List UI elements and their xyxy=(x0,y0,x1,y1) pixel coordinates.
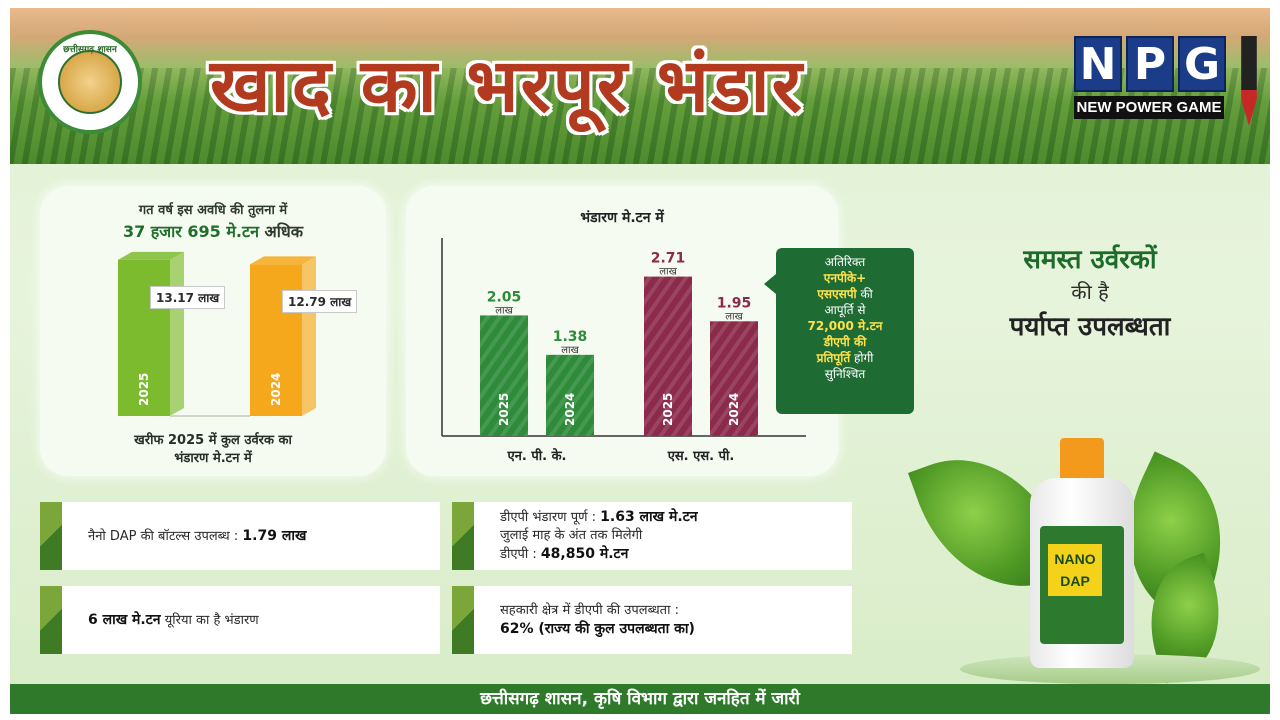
footer-banner: छत्तीसगढ़ शासन, कृषि विभाग द्वारा जनहित … xyxy=(10,684,1270,714)
info-label: डीएपी : xyxy=(500,547,537,562)
callout-line: डीएपी की xyxy=(823,335,867,349)
info-value: 62% (राज्य की कुल उपलब्धता का) xyxy=(500,620,695,637)
comparison-line: गत वर्ष इस अवधि की तुलना में xyxy=(138,203,288,218)
comparison-value-line: 37 हजार 695 मे.टन अधिक xyxy=(40,220,386,242)
bar-year-label: 2025 xyxy=(661,393,675,426)
info-value: 1.79 लाख xyxy=(242,527,307,544)
caption-line: खरीफ 2025 में कुल उर्वरक का xyxy=(134,433,292,448)
npg-letter: G xyxy=(1178,36,1226,92)
bar-side xyxy=(302,256,316,416)
header-banner: छत्तीसगढ़ शासन खाद का भरपूर भंडार N P G … xyxy=(10,8,1270,164)
leaf-strip-icon xyxy=(40,502,62,570)
info-box-nano-dap: नैनो DAP की बॉटल्स उपलब्ध : 1.79 लाख xyxy=(40,502,440,570)
government-emblem: छत्तीसगढ़ शासन xyxy=(38,30,142,134)
info-label: यूरिया का है भंडारण xyxy=(164,612,259,628)
bottle-cap xyxy=(1060,438,1104,482)
leaf-strip-icon xyxy=(40,586,62,654)
info-value: 6 लाख मे.टन xyxy=(88,611,161,628)
pen-nib-icon xyxy=(1241,36,1257,126)
bar-value-label: 13.17 लाख xyxy=(150,285,226,309)
info-text: 6 लाख मे.टन यूरिया का है भंडारण xyxy=(88,611,259,630)
info-box-urea: 6 लाख मे.टन यूरिया का है भंडारण xyxy=(40,586,440,654)
bar-value-label: 1.38 xyxy=(553,329,588,345)
storage-chart-title: भंडारण मे.टन में xyxy=(580,210,664,226)
comparison-suffix: अधिक xyxy=(264,222,304,241)
bar-value-label: 2.71 xyxy=(651,251,686,267)
npg-letter: N xyxy=(1074,36,1122,92)
info-box-cooperative: सहकारी क्षेत्र में डीएपी की उपलब्धता : 6… xyxy=(452,586,852,654)
bar xyxy=(644,276,692,436)
bar-year-label: 2024 xyxy=(563,393,577,426)
callout-line: सुनिश्चित xyxy=(824,367,866,381)
callout-text: की xyxy=(860,287,873,301)
availability-heading: समस्त उर्वरकों की है पर्याप्त उपलब्धता xyxy=(930,240,1250,343)
bar-value-label: 2.05 xyxy=(487,289,522,305)
info-text: नैनो DAP की बॉटल्स उपलब्ध : 1.79 लाख xyxy=(88,527,306,546)
info-label: जुलाई माह के अंत तक मिलेगी xyxy=(500,528,643,543)
callout-text: होगी xyxy=(854,351,874,365)
bar-side xyxy=(170,251,184,416)
callout-line: आपूर्ति से xyxy=(824,303,866,317)
info-label: सहकारी क्षेत्र में डीएपी की उपलब्धता : xyxy=(500,602,679,618)
info-text: डीएपी भंडारण पूर्ण : 1.63 लाख मे.टन जुला… xyxy=(500,508,698,564)
bottle-icon: NANO DAP xyxy=(1030,438,1134,668)
callout-line: अतिरिक्त xyxy=(824,255,866,269)
bar xyxy=(710,321,758,436)
info-value: 1.63 लाख मे.टन xyxy=(600,509,698,525)
product-label: NANO DAP xyxy=(1048,544,1102,596)
heading-line: पर्याप्त उपलब्धता xyxy=(1009,312,1171,342)
bar-year-label: 2025 xyxy=(497,393,511,426)
bar-value-label: 12.79 लाख xyxy=(282,290,358,314)
info-label: डीएपी भंडारण पूर्ण : xyxy=(500,510,596,525)
callout-line: एनपीके+ xyxy=(823,271,867,285)
bar-top xyxy=(250,256,316,265)
emblem-seal-icon xyxy=(58,50,122,114)
bar-unit-label: लाख xyxy=(495,305,513,316)
npg-letter: P xyxy=(1126,36,1174,92)
info-value: 48,850 मे.टन xyxy=(540,546,629,562)
bar-year-label: 2025 xyxy=(137,373,151,406)
category-label: एन. पी. के. xyxy=(506,448,566,464)
bar xyxy=(546,354,594,436)
npg-tagline: NEW POWER GAME xyxy=(1074,96,1224,119)
comparison-value: 37 हजार 695 मे.टन xyxy=(122,222,259,241)
storage-panel: भंडारण मे.टन में 2.05 लाख 2025 1.38 लाख 2024 2… xyxy=(406,186,838,476)
infographic: छत्तीसगढ़ शासन खाद का भरपूर भंडार N P G … xyxy=(10,8,1270,714)
caption-line: भंडारण मे.टन में xyxy=(174,451,252,466)
category-label: एस. एस. पी. xyxy=(667,448,735,464)
callout-highlight: एसएसपी xyxy=(817,287,857,301)
npg-logo: N P G NEW POWER GAME xyxy=(1074,36,1268,130)
nano-dap-product: NANO DAP xyxy=(907,408,1260,684)
heading-line: की है xyxy=(1071,280,1109,304)
heading-line: समस्त उर्वरकों xyxy=(1023,245,1157,275)
bar-unit-label: लाख xyxy=(561,345,579,356)
page-title: खाद का भरपूर भंडार xyxy=(210,43,804,129)
callout-line: प्रतिपूर्ति होगी xyxy=(782,350,908,366)
bar-year-label: 2024 xyxy=(269,373,283,406)
product-label-line: NANO xyxy=(1054,551,1096,567)
info-text: सहकारी क्षेत्र में डीएपी की उपलब्धता : 6… xyxy=(500,602,695,639)
bar xyxy=(250,264,302,416)
info-box-dap-storage: डीएपी भंडारण पूर्ण : 1.63 लाख मे.टन जुला… xyxy=(452,502,852,570)
storage-chart: 2.05लाख20251.38लाख20242.71लाख20251.95लाख… xyxy=(441,238,806,464)
chart-caption: खरीफ 2025 में कुल उर्वरक का भंडारण मे.टन… xyxy=(40,432,386,468)
emblem-text: छत्तीसगढ़ शासन xyxy=(63,45,117,55)
callout-line: 72,000 मे.टन xyxy=(807,319,883,333)
info-label: नैनो DAP की बॉटल्स उपलब्ध : xyxy=(88,528,239,544)
product-label-line: DAP xyxy=(1060,573,1090,589)
bar-top xyxy=(118,251,184,260)
bar-unit-label: लाख xyxy=(725,311,743,322)
bar xyxy=(480,315,528,436)
crop-field-background xyxy=(10,68,1270,164)
supply-callout: अतिरिक्त एनपीके+ एसएसपी की आपूर्ति से 72… xyxy=(764,248,914,414)
bar-unit-label: लाख xyxy=(659,267,677,278)
callout-highlight: प्रतिपूर्ति xyxy=(816,351,851,365)
bar-value-label: 1.95 xyxy=(717,295,752,311)
leaf-strip-icon xyxy=(452,502,474,570)
leaf-strip-icon xyxy=(452,586,474,654)
callout-line: एसएसपी की xyxy=(782,286,908,302)
bar-year-label: 2024 xyxy=(727,393,741,426)
total-fertilizer-panel: गत वर्ष इस अवधि की तुलना में 37 हजार 695… xyxy=(40,186,386,476)
